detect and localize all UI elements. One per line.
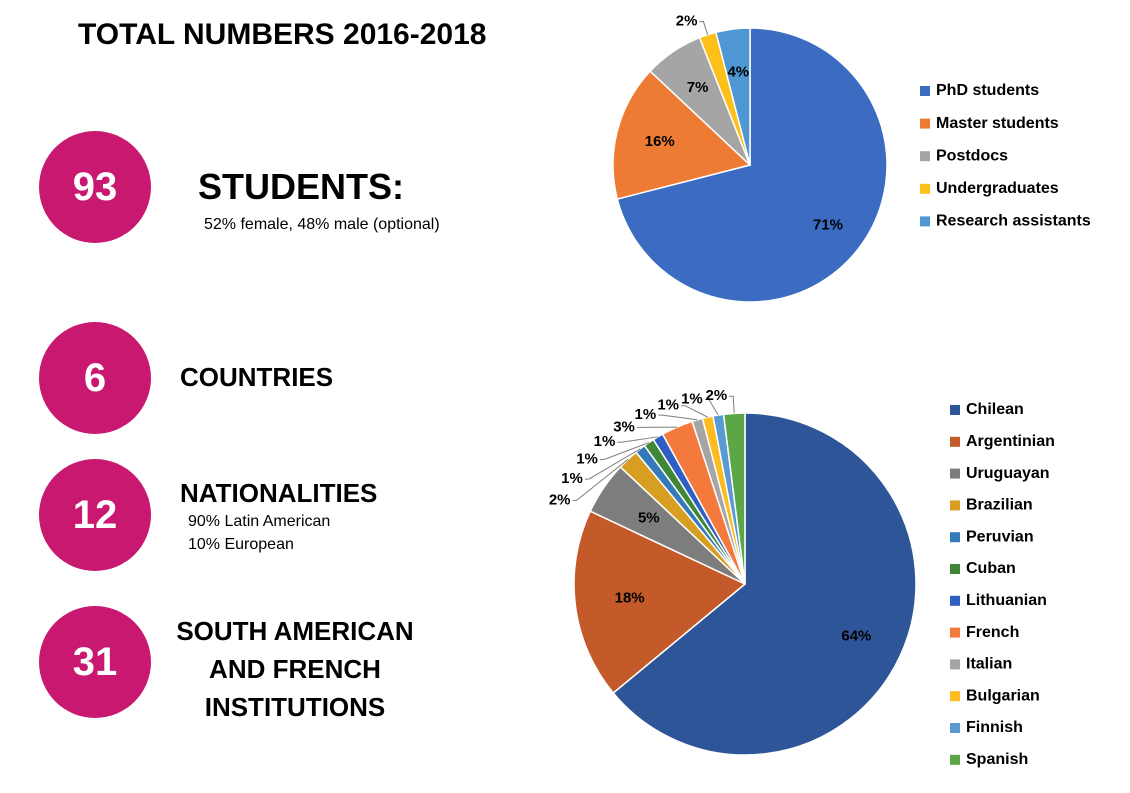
stat-heading: NATIONALITIES [180,478,378,508]
legend-label: Lithuanian [966,592,1047,609]
leader-line [572,458,629,501]
stat-note: 90% Latin American [188,513,331,530]
pie-slice [612,70,752,200]
data-label: 16% [645,133,675,150]
data-label: 1% [561,470,583,487]
pie-slice [612,412,917,756]
legend-swatch [950,691,960,702]
legend-label: Postdocs [936,147,1008,164]
leader-line [617,436,659,443]
legend-label: Chilean [966,401,1024,418]
legend-swatch [950,564,960,574]
leader-line [658,414,698,421]
legend-swatch [920,118,930,129]
stat-note: 52% female, 48% male (optional) [204,216,440,233]
pie-slice [616,27,888,303]
legend-swatch [950,659,960,670]
legend-swatch [920,151,930,162]
page-title: TOTAL NUMBERS 2016-2018 [78,18,487,51]
legend-label: Master students [936,115,1059,132]
stat-note: 10% European [188,536,294,553]
legend-label: PhD students [936,82,1039,99]
leader-line [699,21,709,35]
pie-slice [573,510,747,695]
legend-swatch [950,405,960,415]
legend-swatch [920,86,930,96]
data-label: 2% [706,387,728,404]
legend-swatch [920,216,930,227]
legend-label: Cuban [966,560,1016,577]
stat-heading: COUNTRIES [180,362,334,392]
legend-label: Research assistants [936,213,1091,230]
legend-swatch [920,183,930,194]
leader-line [599,442,650,461]
legend-swatch [950,754,960,765]
stat-heading: STUDENTS: [198,166,404,207]
legend-label: Peruvian [966,528,1034,545]
legend-label: Uruguayan [966,465,1050,482]
legend-label: Brazilian [966,497,1033,514]
legend-swatch [950,532,960,543]
data-label: 64% [841,627,871,644]
data-label: 7% [687,79,709,96]
legend-swatch [950,500,960,511]
data-label: 1% [576,451,598,468]
data-label: 5% [638,510,660,527]
pie-slice [715,27,751,166]
data-label: 2% [676,13,698,30]
legend-label: Finnish [966,719,1023,736]
stat-heading: SOUTH AMERICAN AND FRENCH INSTITUTIONS [176,616,414,722]
data-label: 18% [615,590,645,607]
stat-circle: 6 [39,322,151,434]
data-label: 3% [613,418,635,435]
stat-circle: 31 [39,606,151,718]
legend-swatch [950,468,960,479]
stat-circle: 12 [39,459,151,571]
data-label: 1% [594,433,616,450]
leader-line [704,398,719,416]
data-label: 1% [635,406,657,423]
legend-label: Undergraduates [936,180,1059,197]
data-label: 2% [549,491,571,508]
stat-circle: 93 [39,131,151,243]
legend-swatch [950,627,960,638]
data-label: 1% [657,397,679,414]
legend-label: French [966,624,1019,641]
legend-swatch [950,723,960,733]
data-label: 4% [727,64,749,81]
leader-line [729,395,735,414]
legend-label: Argentinian [966,433,1055,450]
data-label: 1% [681,390,703,407]
legend-label: Bulgarian [966,687,1040,704]
data-label: 71% [813,216,843,233]
legend-label: Spanish [966,751,1028,768]
leader-line [681,405,708,418]
legend-swatch [950,595,960,606]
leader-line [584,448,641,480]
legend-label: Italian [966,656,1012,673]
legend-swatch [950,436,960,447]
